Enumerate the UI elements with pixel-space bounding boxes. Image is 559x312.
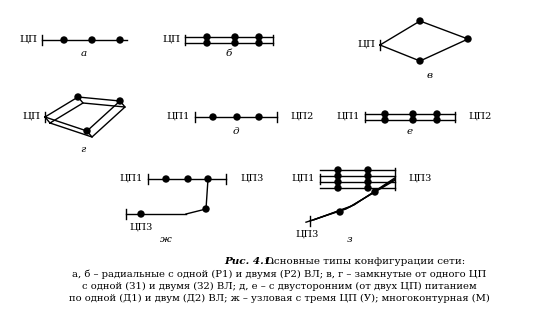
Text: ЦП1: ЦП1 bbox=[292, 173, 315, 183]
Text: с одной (З1) и двумя (З2) ВЛ; д, е – с двусторонним (от двух ЦП) питанием: с одной (З1) и двумя (З2) ВЛ; д, е – с д… bbox=[82, 281, 477, 290]
Text: д: д bbox=[233, 126, 239, 135]
Circle shape bbox=[205, 176, 211, 182]
Circle shape bbox=[256, 34, 262, 40]
Text: ЦП1: ЦП1 bbox=[337, 111, 360, 120]
Text: ЦП3: ЦП3 bbox=[408, 173, 432, 183]
Text: з: з bbox=[347, 235, 353, 243]
Circle shape bbox=[185, 176, 191, 182]
Circle shape bbox=[410, 111, 416, 117]
Circle shape bbox=[117, 37, 123, 43]
Text: г: г bbox=[80, 144, 86, 154]
Circle shape bbox=[335, 185, 341, 191]
Circle shape bbox=[204, 40, 210, 46]
Text: ЦП2: ЦП2 bbox=[468, 111, 491, 120]
Circle shape bbox=[337, 209, 343, 215]
Text: а: а bbox=[81, 50, 87, 59]
Circle shape bbox=[117, 98, 123, 104]
Circle shape bbox=[434, 111, 440, 117]
Circle shape bbox=[163, 176, 169, 182]
Circle shape bbox=[232, 34, 238, 40]
Circle shape bbox=[417, 18, 423, 24]
Circle shape bbox=[75, 94, 81, 100]
Text: е: е bbox=[407, 126, 413, 135]
Text: ЦП: ЦП bbox=[19, 35, 37, 43]
Circle shape bbox=[256, 40, 262, 46]
Circle shape bbox=[84, 128, 90, 134]
Circle shape bbox=[417, 58, 423, 64]
Text: б: б bbox=[226, 50, 232, 59]
Text: Рис. 4.1.: Рис. 4.1. bbox=[225, 257, 275, 266]
Circle shape bbox=[365, 179, 371, 185]
Circle shape bbox=[382, 111, 388, 117]
Circle shape bbox=[365, 167, 371, 173]
Circle shape bbox=[382, 117, 388, 123]
Circle shape bbox=[365, 185, 371, 191]
Circle shape bbox=[256, 114, 262, 120]
Circle shape bbox=[234, 114, 240, 120]
Circle shape bbox=[465, 36, 471, 42]
Text: ЦП: ЦП bbox=[162, 35, 180, 43]
Circle shape bbox=[335, 167, 341, 173]
Text: ЦП1: ЦП1 bbox=[120, 173, 143, 183]
Circle shape bbox=[210, 114, 216, 120]
Circle shape bbox=[365, 173, 371, 179]
Circle shape bbox=[335, 173, 341, 179]
Text: ЦП3: ЦП3 bbox=[240, 173, 263, 183]
Text: в: в bbox=[427, 71, 433, 80]
Text: ЦП2: ЦП2 bbox=[290, 111, 314, 120]
Circle shape bbox=[89, 37, 95, 43]
Text: ЦП3: ЦП3 bbox=[295, 230, 319, 238]
Text: ЦП: ЦП bbox=[357, 40, 375, 48]
Circle shape bbox=[61, 37, 67, 43]
Circle shape bbox=[335, 179, 341, 185]
Text: ЦП1: ЦП1 bbox=[167, 111, 190, 120]
Text: а, б – радиальные с одной (Р1) и двумя (Р2) ВЛ; в, г – замкнутые от одного ЦП: а, б – радиальные с одной (Р1) и двумя (… bbox=[72, 269, 487, 279]
Circle shape bbox=[203, 206, 209, 212]
Circle shape bbox=[232, 40, 238, 46]
Text: ЦП: ЦП bbox=[22, 111, 40, 120]
Text: ж: ж bbox=[160, 235, 172, 243]
Circle shape bbox=[410, 117, 416, 123]
Text: по одной (Д1) и двум (Д2) ВЛ; ж – узловая с тремя ЦП (У); многоконтурная (М): по одной (Д1) и двум (Д2) ВЛ; ж – узлова… bbox=[69, 294, 490, 303]
Circle shape bbox=[372, 189, 378, 195]
Circle shape bbox=[434, 117, 440, 123]
Text: Основные типы конфигурации сети:: Основные типы конфигурации сети: bbox=[263, 257, 466, 266]
Text: ЦП3: ЦП3 bbox=[129, 222, 153, 232]
Circle shape bbox=[138, 211, 144, 217]
Circle shape bbox=[204, 34, 210, 40]
